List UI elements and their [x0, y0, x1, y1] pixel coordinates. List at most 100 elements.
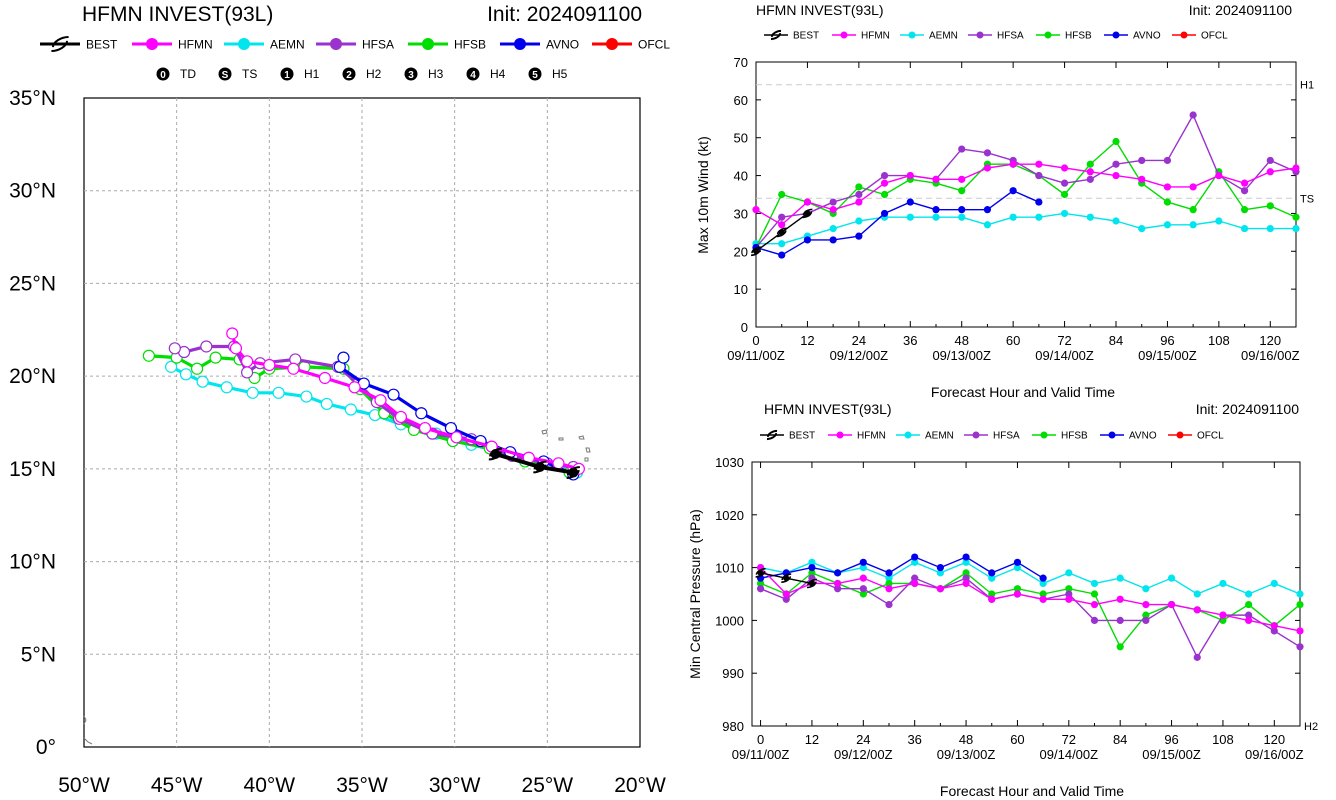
coastline-shape	[83, 715, 93, 745]
x-date-label: 09/15/00Z	[1138, 348, 1197, 363]
legend-marker-hfsb	[1040, 431, 1048, 439]
legend-marker-hfsa	[330, 38, 342, 50]
series-marker-avno	[1039, 574, 1047, 582]
track-marker-hfsb	[209, 351, 222, 364]
series-marker-hfsb	[1245, 600, 1253, 609]
series-marker-hfsb	[1065, 585, 1073, 593]
intensity-legend-item-h5: 5 H5	[528, 67, 568, 81]
track-marker-hfmn	[287, 362, 300, 375]
track-marker-avno	[337, 351, 350, 364]
series-marker-avno	[1013, 558, 1022, 566]
series-marker-hfmn	[1240, 179, 1249, 187]
wind-plot-frame	[755, 61, 1297, 328]
series-marker-aemn	[1138, 224, 1146, 233]
intensity-label-td: TD	[180, 67, 196, 81]
y-tick-label: 70	[734, 55, 748, 70]
x-tick-label: 36	[907, 732, 921, 747]
x-date-label: 09/11/00Z	[732, 747, 790, 762]
series-marker-hfsb	[1292, 213, 1300, 221]
legend-label-hfsa: HFSA	[993, 431, 1020, 442]
series-marker-aemn	[778, 240, 786, 248]
series-best	[750, 208, 813, 257]
x-date-label: 09/12/00Z	[830, 348, 889, 363]
series-marker-hfsb	[958, 187, 966, 195]
series-marker-hfmn	[834, 579, 842, 588]
series-marker-hfmn	[855, 198, 863, 206]
hurricane-icon	[51, 35, 69, 53]
pressure-title: HFMN INVEST(93L)	[764, 401, 892, 417]
legend-label-hfmn: HFMN	[178, 37, 213, 51]
x-tick-label: 108	[1208, 333, 1230, 348]
pressure-init-label: Init: 2024091100	[1196, 401, 1299, 417]
x-tick-label: 84	[1113, 732, 1127, 747]
series-marker-avno	[983, 206, 992, 214]
series-marker-hfsb	[880, 190, 889, 199]
series-marker-hfsa	[1065, 590, 1073, 598]
hurricane-icon	[766, 429, 778, 441]
legend-item-best: BEST	[764, 29, 819, 42]
legend-label-hfmn: HFMN	[861, 31, 890, 42]
legend-marker-aemn	[238, 38, 250, 50]
track-marker-avno	[387, 388, 400, 401]
series-marker-hfmn	[1189, 183, 1197, 191]
intensity-label-h5: H5	[552, 67, 568, 81]
legend-label-hfsb: HFSB	[454, 37, 486, 51]
series-marker-hfmn	[880, 179, 889, 187]
series-marker-aemn	[1193, 590, 1201, 598]
hurricane-icon	[770, 29, 782, 41]
wind-legend: BEST HFMN AEMN HFSA HFSB AVNO OFCL	[764, 29, 1228, 42]
track-marker-hfsa	[200, 340, 213, 353]
track-marker-hfmn	[240, 355, 254, 368]
series-line-hfsb	[760, 572, 1301, 648]
track-marker-hfmn	[229, 342, 243, 355]
intensity-label-h1: H1	[304, 67, 320, 81]
legend-item-hfsa: HFSA	[968, 31, 1024, 42]
series-marker-hfmn	[1142, 600, 1150, 609]
series-marker-avno	[1009, 187, 1017, 195]
series-marker-aemn	[1086, 213, 1094, 221]
series-marker-hfsb	[859, 590, 867, 598]
series-marker-hfmn	[1163, 183, 1172, 191]
x-tick-label: 96	[1160, 333, 1174, 348]
series-marker-aemn	[1296, 590, 1304, 598]
track-x-tick-label: 30°W	[429, 774, 481, 797]
series-marker-hfmn	[1296, 627, 1304, 635]
legend-item-best: BEST	[40, 35, 118, 53]
intensity-legend-item-ts: S TS	[218, 67, 257, 81]
track-marker-hfmn	[394, 410, 408, 424]
series-marker-hfsa	[958, 145, 966, 153]
series-marker-avno	[803, 236, 812, 244]
series-marker-avno	[855, 232, 863, 240]
y-tick-label: 1000	[715, 613, 744, 628]
y-tick-label: 1010	[715, 561, 744, 576]
legend-label-hfsa: HFSA	[362, 37, 394, 51]
track-legend: BEST HFMN AEMN HFSA HFSB AVNO OFCL	[40, 35, 670, 53]
series-marker-hfmn	[1060, 164, 1069, 172]
series-marker-hfsa	[1035, 171, 1043, 180]
track-y-tick-label: 25°N	[9, 272, 56, 295]
series-marker-hfmn	[1270, 622, 1278, 630]
series-marker-hfsa	[1142, 616, 1150, 625]
series-line-aemn	[760, 561, 1301, 595]
series-marker-aemn	[1163, 221, 1172, 229]
track-y-tick-label: 15°N	[9, 458, 56, 481]
pressure-legend: BEST HFMN AEMN HFSA HFSB AVNO OFCL	[760, 429, 1224, 442]
series-marker-hfsb	[1039, 590, 1047, 598]
series-marker-hfsa	[1116, 616, 1124, 625]
y-tick-label: 980	[722, 719, 744, 734]
series-marker-hfsb	[1116, 643, 1124, 651]
legend-marker-hfmn	[146, 38, 158, 50]
intensity-glyph-td	[156, 67, 170, 81]
x-date-label: 09/16/00Z	[1241, 348, 1300, 363]
track-marker-aemn	[344, 403, 357, 416]
series-marker-aemn	[1013, 564, 1022, 572]
x-tick-label: 120	[1263, 732, 1285, 747]
y-tick-label: 1020	[715, 508, 744, 523]
series-marker-hfsa	[782, 595, 790, 603]
pressure-plot-body: H2 980 990 1000 1010 1020 1030 0 12 24 36 48 60 72 84 9…	[715, 455, 1318, 762]
legend-item-hfsb: HFSB	[1032, 431, 1088, 442]
series-marker-hfsb	[808, 569, 816, 577]
track-marker-avno	[415, 407, 428, 420]
series-line-hfmn	[760, 567, 1301, 632]
wind-init-label: Init: 2024091100	[1189, 2, 1292, 18]
